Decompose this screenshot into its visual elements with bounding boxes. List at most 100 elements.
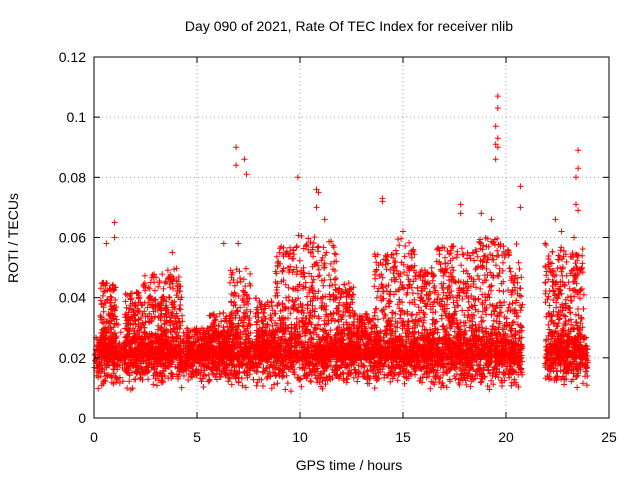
data-point <box>394 377 401 384</box>
data-point <box>443 384 450 391</box>
data-point <box>488 377 495 384</box>
data-point <box>179 312 186 319</box>
data-point <box>240 288 247 295</box>
data-point <box>274 380 281 387</box>
data-point <box>216 310 223 317</box>
data-point <box>268 298 275 305</box>
data-point <box>298 233 305 239</box>
data-point <box>401 380 408 387</box>
data-point <box>243 265 249 272</box>
data-point <box>478 378 485 385</box>
data-point <box>427 385 434 392</box>
data-point <box>477 379 484 386</box>
data-point <box>166 294 173 301</box>
data-point <box>162 373 168 379</box>
data-point <box>371 385 378 392</box>
data-point <box>258 376 265 383</box>
data-point <box>272 310 279 317</box>
data-point <box>542 364 549 371</box>
data-point <box>583 382 590 389</box>
data-point <box>162 280 168 286</box>
data-point <box>296 257 303 264</box>
data-point <box>392 328 399 335</box>
data-point <box>185 377 192 383</box>
data-point <box>150 381 157 388</box>
data-point <box>308 378 314 385</box>
data-point <box>304 302 311 309</box>
data-point <box>227 279 233 286</box>
data-point <box>98 382 105 389</box>
data-point <box>238 375 245 382</box>
data-point <box>274 289 280 296</box>
data-point <box>274 284 280 291</box>
data-point <box>479 324 486 331</box>
data-point <box>298 383 305 390</box>
data-point <box>508 382 515 389</box>
data-point <box>268 317 275 324</box>
data-point <box>205 378 212 385</box>
data-point <box>100 288 107 295</box>
data-point <box>160 285 167 292</box>
data-point <box>168 370 175 377</box>
data-point <box>463 381 470 388</box>
data-point <box>95 385 102 392</box>
data-point <box>124 385 131 392</box>
data-point <box>282 386 289 393</box>
data-point <box>283 294 290 301</box>
data-point <box>332 251 339 258</box>
data-point <box>220 324 227 331</box>
data-point <box>583 368 590 375</box>
data-point <box>166 294 172 300</box>
data-point <box>431 381 438 388</box>
data-point <box>560 358 567 364</box>
data-point <box>117 329 124 336</box>
data-point <box>306 270 312 277</box>
data-point <box>241 309 247 316</box>
data-point <box>310 240 317 247</box>
data-point <box>101 370 108 376</box>
data-point <box>259 369 266 376</box>
data-point <box>237 275 243 282</box>
data-points <box>91 93 591 395</box>
data-point <box>252 295 259 302</box>
data-point <box>97 312 104 319</box>
data-point <box>253 382 260 389</box>
data-point <box>573 373 580 380</box>
data-point <box>319 378 326 384</box>
data-point <box>389 375 396 382</box>
data-point <box>151 287 158 294</box>
data-point <box>206 377 213 384</box>
data-point <box>155 283 162 290</box>
data-point <box>200 384 207 390</box>
data-point <box>197 375 204 382</box>
data-point <box>159 271 166 278</box>
data-point <box>285 297 292 304</box>
data-point <box>574 384 581 391</box>
data-point <box>340 370 347 377</box>
data-point <box>231 289 238 296</box>
data-point <box>247 270 254 277</box>
data-point <box>293 243 300 250</box>
data-point <box>260 383 266 389</box>
data-point <box>250 376 257 383</box>
data-point <box>288 388 294 395</box>
data-point <box>271 381 277 388</box>
data-point <box>220 309 227 316</box>
data-point <box>263 375 270 382</box>
data-point <box>583 343 590 350</box>
data-point <box>333 275 339 282</box>
data-point <box>277 245 283 252</box>
data-point <box>440 369 447 376</box>
data-point <box>354 378 361 385</box>
data-point <box>430 379 437 386</box>
data-point <box>100 378 107 385</box>
data-point <box>177 302 184 308</box>
data-point <box>322 381 329 388</box>
data-point <box>284 380 291 387</box>
data-point <box>154 382 160 389</box>
data-point <box>107 293 114 300</box>
data-point <box>311 234 318 241</box>
data-point <box>142 272 148 279</box>
data-point <box>95 374 102 381</box>
